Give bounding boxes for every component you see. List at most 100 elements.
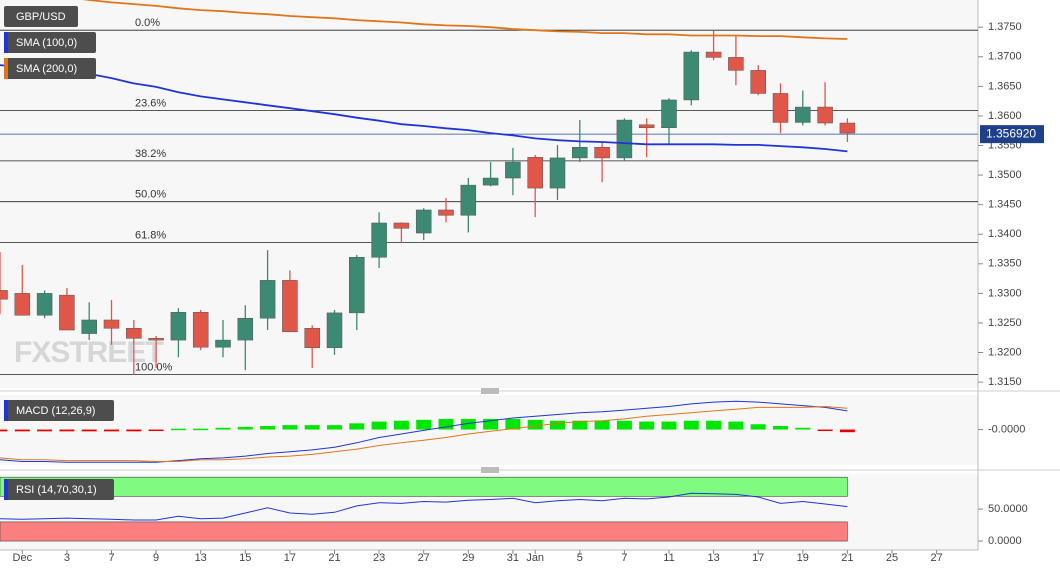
panel-legend-swatch: [4, 479, 8, 500]
macd-histogram-bar: [460, 418, 476, 430]
macd-histogram-bar: [327, 425, 342, 430]
macd-histogram-bar: [616, 420, 632, 430]
candle-body: [817, 106, 833, 124]
candle-body: [36, 293, 53, 316]
candle-body: [148, 338, 164, 341]
candle-body: [59, 294, 75, 331]
fib-label: 50.0%: [135, 189, 166, 201]
candle-body: [750, 70, 766, 94]
current-price-box: [980, 125, 1044, 144]
x-tick-label: Jan: [526, 552, 544, 564]
candle-body: [616, 119, 633, 159]
candle-body: [728, 57, 744, 71]
y-tick-label: 0.0000: [988, 535, 1022, 547]
x-tick-label: 27: [930, 552, 942, 564]
candle-body: [103, 319, 120, 329]
rsi-line: [0, 492, 848, 521]
macd-histogram-bar: [527, 419, 543, 430]
macd-histogram-bar: [572, 420, 588, 430]
macd-histogram-bar: [505, 418, 521, 430]
legend-label: SMA (100,0): [16, 37, 77, 49]
candle-body: [482, 177, 499, 186]
symbol-title: GBP/USD: [16, 11, 66, 23]
x-tick-label: 3: [64, 552, 70, 564]
candle-body: [126, 328, 142, 339]
macd-histogram-bar: [304, 425, 320, 430]
macd-histogram-bar: [817, 429, 833, 432]
macd-histogram-bar: [148, 429, 164, 432]
axes: 1.37501.37001.36501.36001.35501.35001.34…: [13, 21, 1044, 564]
panel-legend-label: MACD (12,26,9): [16, 405, 95, 417]
symbol-box[interactable]: [4, 6, 78, 27]
macd-histogram-bar: [37, 429, 53, 432]
legend-box[interactable]: [4, 58, 96, 79]
macd-histogram-bar: [170, 428, 186, 431]
macd-histogram-bar: [282, 425, 298, 430]
fib-label: 100.0%: [135, 361, 173, 373]
y-tick-label: 1.3750: [988, 21, 1022, 33]
legend-swatch: [4, 32, 8, 53]
candle-body: [527, 157, 543, 189]
panel-legend-box[interactable]: [4, 479, 114, 500]
macd-histogram-bar: [349, 423, 365, 430]
x-tick-label: 7: [621, 552, 627, 564]
macd-histogram-bar: [193, 428, 209, 431]
y-tick-label: 1.3450: [988, 199, 1022, 211]
x-tick-label: Dec: [13, 552, 33, 564]
legend-box[interactable]: [4, 32, 96, 53]
x-tick-label: 17: [284, 552, 296, 564]
current-price-label: 1.356920: [986, 126, 1036, 140]
x-tick-label: 7: [108, 552, 114, 564]
candle-body: [572, 147, 588, 159]
macd-histogram-bar: [81, 429, 97, 432]
macd-histogram-bar: [750, 424, 766, 430]
candle-body: [0, 290, 8, 300]
legend-label: SMA (200,0): [16, 63, 77, 75]
x-tick-label: 31: [507, 552, 519, 564]
x-tick-label: 21: [328, 552, 340, 564]
rsi-band: [0, 476, 848, 497]
candle-body: [438, 209, 454, 216]
macd-histogram-bar: [14, 429, 30, 432]
panel-legend-box[interactable]: [4, 400, 114, 421]
y-tick-label: 1.3150: [988, 376, 1022, 388]
resize-handle[interactable]: [481, 388, 499, 473]
candle-body: [415, 209, 432, 234]
candle-body: [349, 257, 365, 314]
x-tick-label: 29: [462, 552, 474, 564]
y-tick-label: 1.3250: [988, 317, 1022, 329]
y-tick-label: 1.3650: [988, 80, 1022, 92]
candle-body: [237, 317, 254, 341]
candle-body: [772, 93, 789, 123]
x-tick-label: 17: [752, 552, 764, 564]
macd-histogram-bar: [683, 420, 699, 430]
y-tick-label: 1.3600: [988, 110, 1022, 122]
fib-label: 38.2%: [135, 148, 166, 160]
candle-body: [839, 122, 856, 134]
macd-histogram-bar: [215, 427, 231, 430]
rsi-plot: [0, 476, 848, 542]
macd-histogram-bar: [59, 429, 75, 432]
y-tick-label: 1.3400: [988, 228, 1022, 240]
rsi-band: [0, 521, 848, 542]
y-tick-label: 50.0000: [988, 503, 1028, 515]
macd-histogram-bar: [237, 426, 253, 430]
sma-line: [0, 64, 848, 153]
candle-body: [192, 312, 209, 348]
y-tick-label: 1.3200: [988, 346, 1022, 358]
legend-swatch: [4, 58, 8, 79]
candle-body: [594, 147, 610, 159]
y-tick-label: 1.3700: [988, 51, 1022, 63]
candle-body: [661, 99, 677, 129]
x-tick-label: 15: [239, 552, 251, 564]
y-tick-label: 1.3350: [988, 258, 1022, 270]
candle-body: [14, 293, 31, 316]
macd-histogram-bar: [728, 421, 744, 430]
candle-body: [549, 157, 566, 189]
candle-body: [505, 161, 521, 179]
macd-histogram-bar: [795, 427, 811, 430]
sma-line: [82, 0, 848, 40]
candle-body: [170, 312, 187, 341]
y-tick-label: 1.3500: [988, 169, 1022, 181]
